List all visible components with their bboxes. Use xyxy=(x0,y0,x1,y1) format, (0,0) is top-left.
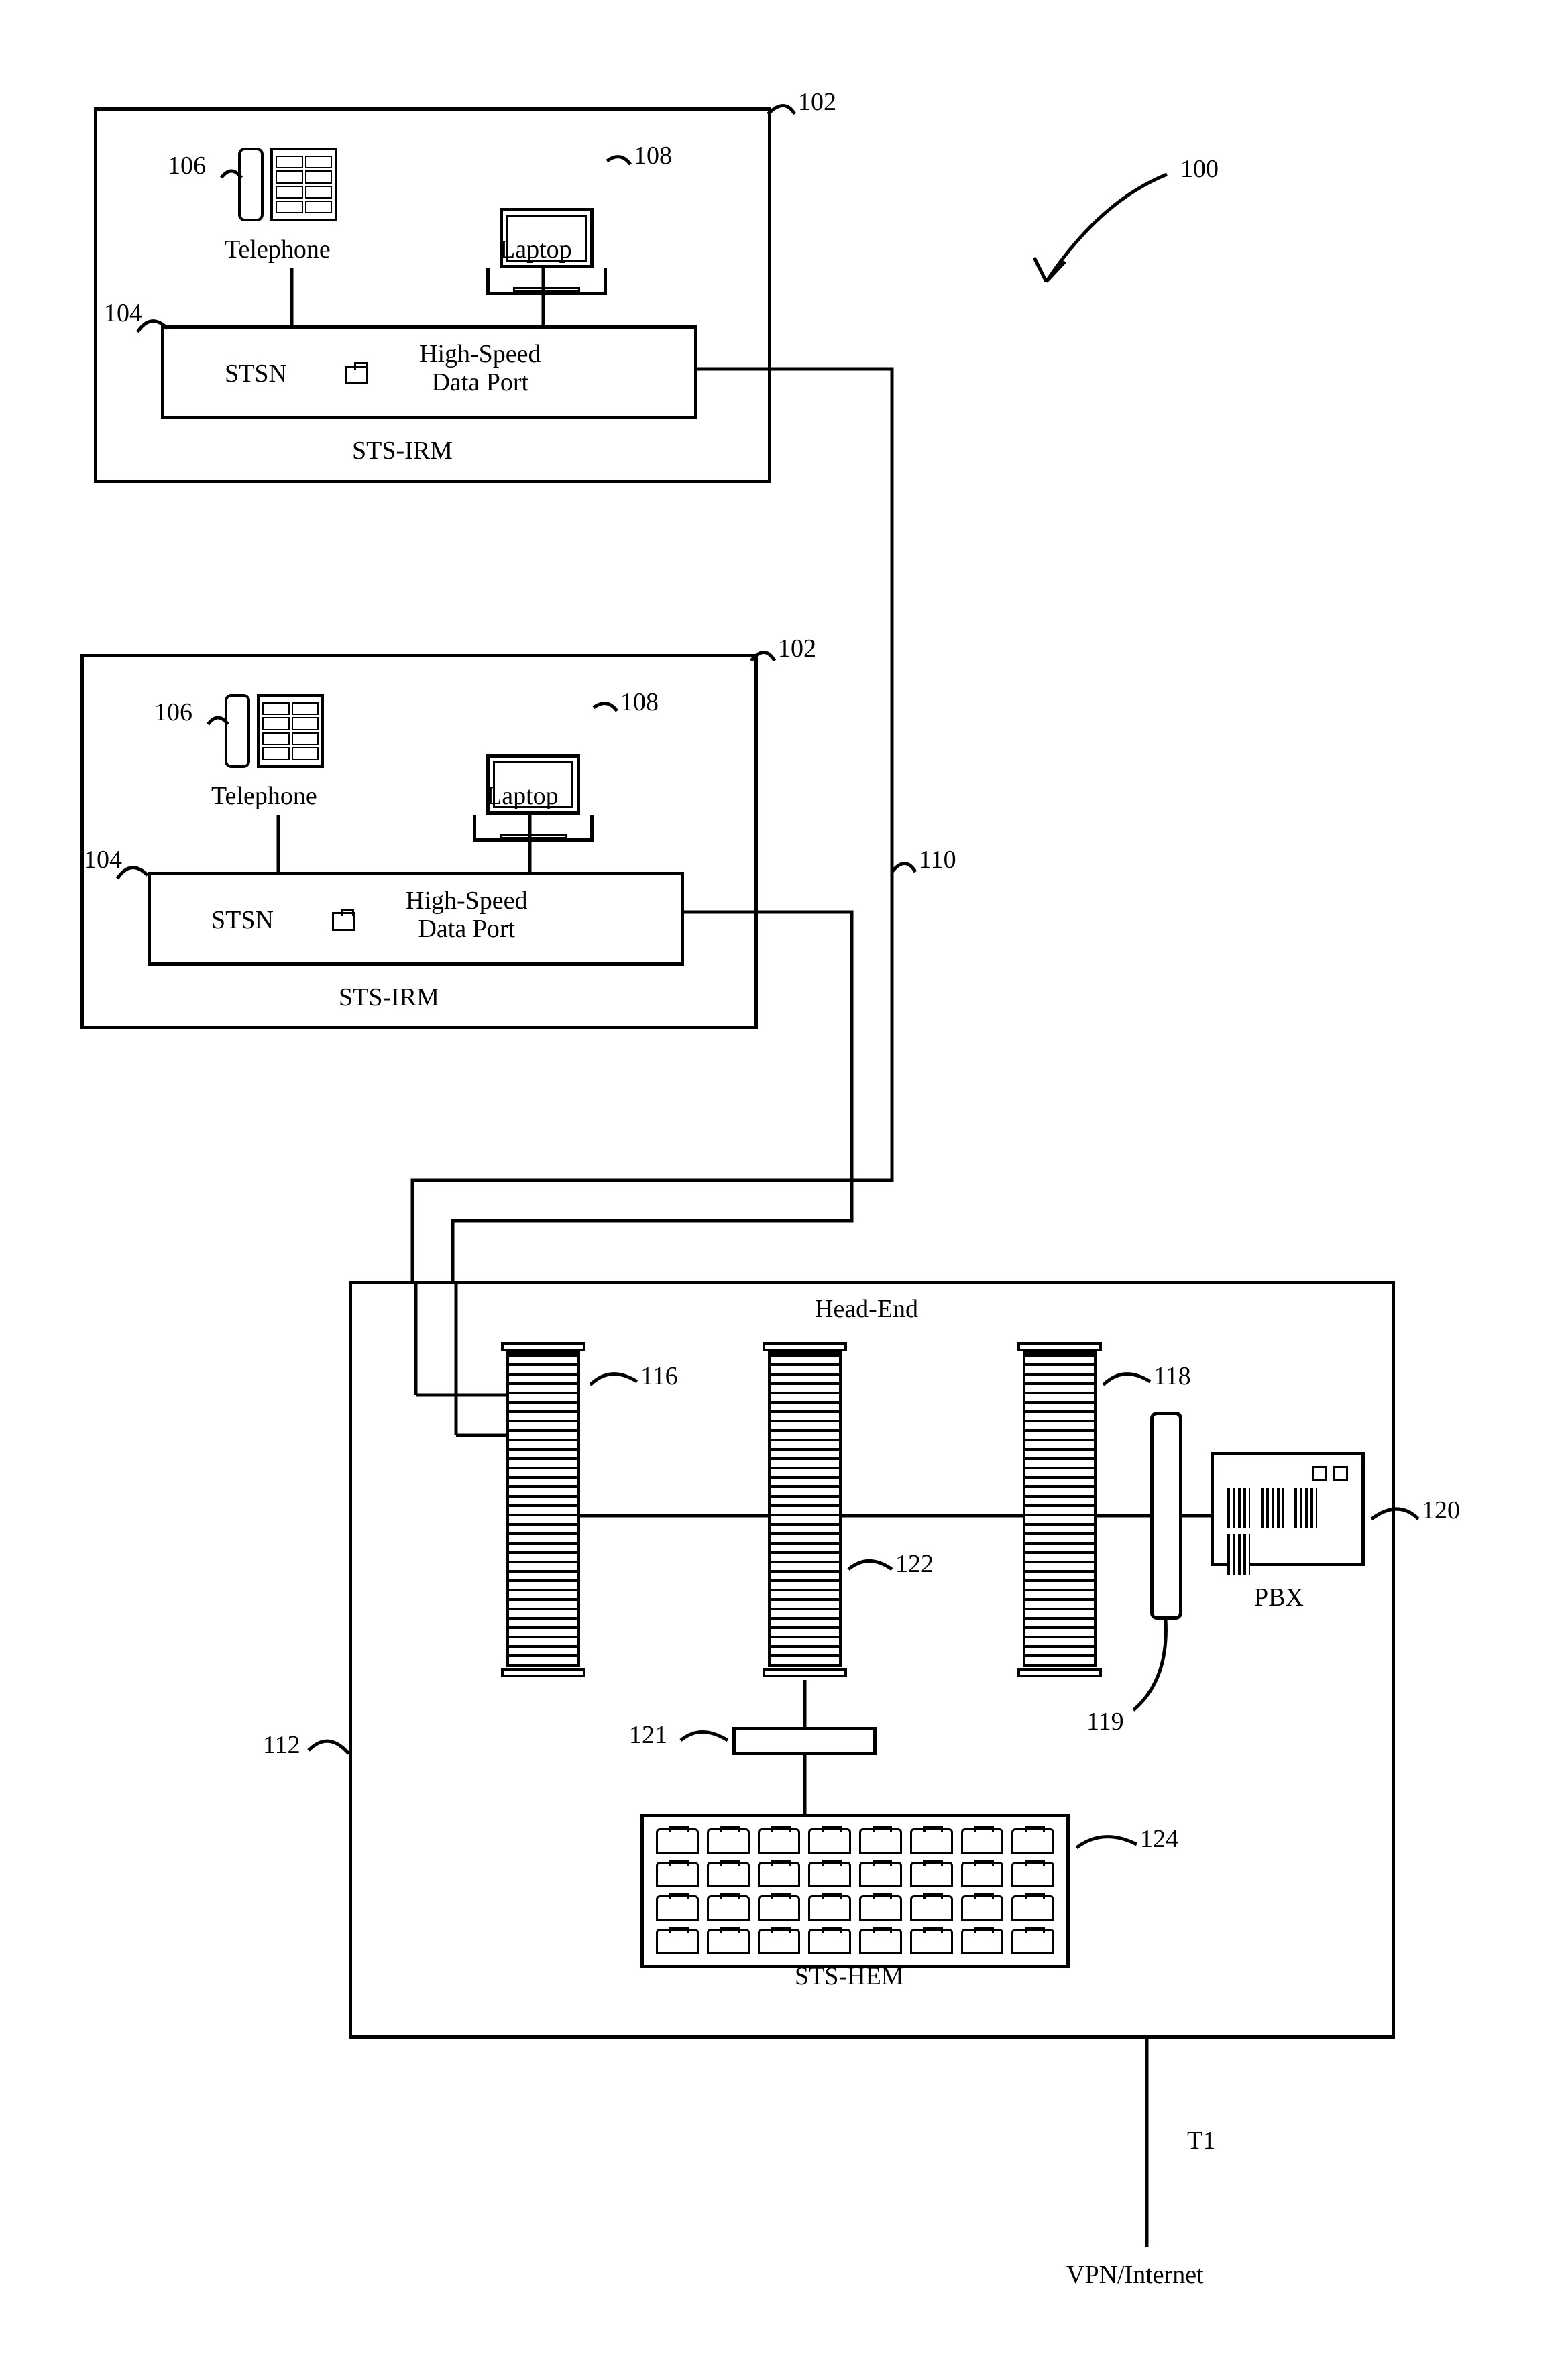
gateway-ref: 121 xyxy=(629,1720,667,1750)
ethernet-jack-icon xyxy=(332,912,355,931)
figure-canvas: 100 Telephone 106 Laptop 108 STSN High-S… xyxy=(27,27,1568,2329)
pillar-icon xyxy=(1150,1412,1182,1620)
rack-a-top xyxy=(501,1342,585,1351)
t1-label: T1 xyxy=(1187,2126,1215,2155)
rack-b-top xyxy=(763,1342,847,1351)
dataport-label: High-Speed Data Port xyxy=(406,887,528,944)
dest-label: VPN/Internet xyxy=(1066,2260,1204,2290)
telephone-icon xyxy=(225,694,325,768)
dataport-label: High-Speed Data Port xyxy=(419,341,541,397)
rack-b-icon xyxy=(768,1351,842,1667)
headend-box-ref: 112 xyxy=(263,1730,300,1760)
dataport-brand: STSN xyxy=(225,359,287,388)
rack-c-icon xyxy=(1023,1351,1097,1667)
rack-a-icon xyxy=(506,1351,580,1667)
headend-module-label: STS-HEM xyxy=(795,1962,904,1991)
headend-box: Head-End PBX STS-HEM xyxy=(349,1281,1395,2039)
figure-ref-label: 100 xyxy=(1180,154,1219,184)
module-label: STS-IRM xyxy=(339,983,439,1012)
telephone-label: Telephone xyxy=(211,781,317,811)
laptop-label: Laptop xyxy=(500,235,572,264)
laptop-label: Laptop xyxy=(486,781,559,811)
rack-c-ref: 118 xyxy=(1154,1361,1191,1391)
dataport-ref: 104 xyxy=(84,845,122,875)
telephone-ref: 106 xyxy=(168,151,206,180)
rack-c-top xyxy=(1017,1342,1102,1351)
room2-ref: 102 xyxy=(778,634,816,663)
rack-b-bot xyxy=(763,1668,847,1677)
module-label: STS-IRM xyxy=(352,436,453,465)
dataport-brand: STSN xyxy=(211,905,274,935)
ethernet-jack-icon xyxy=(345,366,368,384)
laptop-ref: 108 xyxy=(620,687,659,717)
trunk-ref: 110 xyxy=(919,845,956,875)
room1-ref: 102 xyxy=(798,87,836,117)
dataport-ref: 104 xyxy=(104,298,142,328)
dataport-box: STSN High-Speed Data Port xyxy=(148,872,684,966)
headend-title: Head-End xyxy=(815,1294,918,1324)
ports-ref: 124 xyxy=(1140,1824,1178,1854)
pbx-ref: 120 xyxy=(1422,1496,1460,1525)
dataport-box: STSN High-Speed Data Port xyxy=(161,325,697,419)
pbx-icon xyxy=(1211,1452,1365,1566)
gateway-icon xyxy=(732,1727,877,1755)
rack-a-ref: 116 xyxy=(640,1361,678,1391)
rack-b-ref: 122 xyxy=(895,1549,934,1579)
laptop-ref: 108 xyxy=(634,141,672,170)
room-box-1: Telephone 106 Laptop 108 STSN High-Speed… xyxy=(94,107,771,483)
rack-c-bot xyxy=(1017,1668,1102,1677)
room-box-2: Telephone 106 Laptop 108 STSN High-Speed… xyxy=(80,654,758,1029)
pillar-ref: 119 xyxy=(1086,1707,1124,1736)
telephone-label: Telephone xyxy=(225,235,331,264)
pbx-label: PBX xyxy=(1254,1583,1304,1612)
telephone-icon xyxy=(238,148,339,221)
port-panel-icon xyxy=(640,1814,1070,1968)
telephone-ref: 106 xyxy=(154,697,192,727)
rack-a-bot xyxy=(501,1668,585,1677)
